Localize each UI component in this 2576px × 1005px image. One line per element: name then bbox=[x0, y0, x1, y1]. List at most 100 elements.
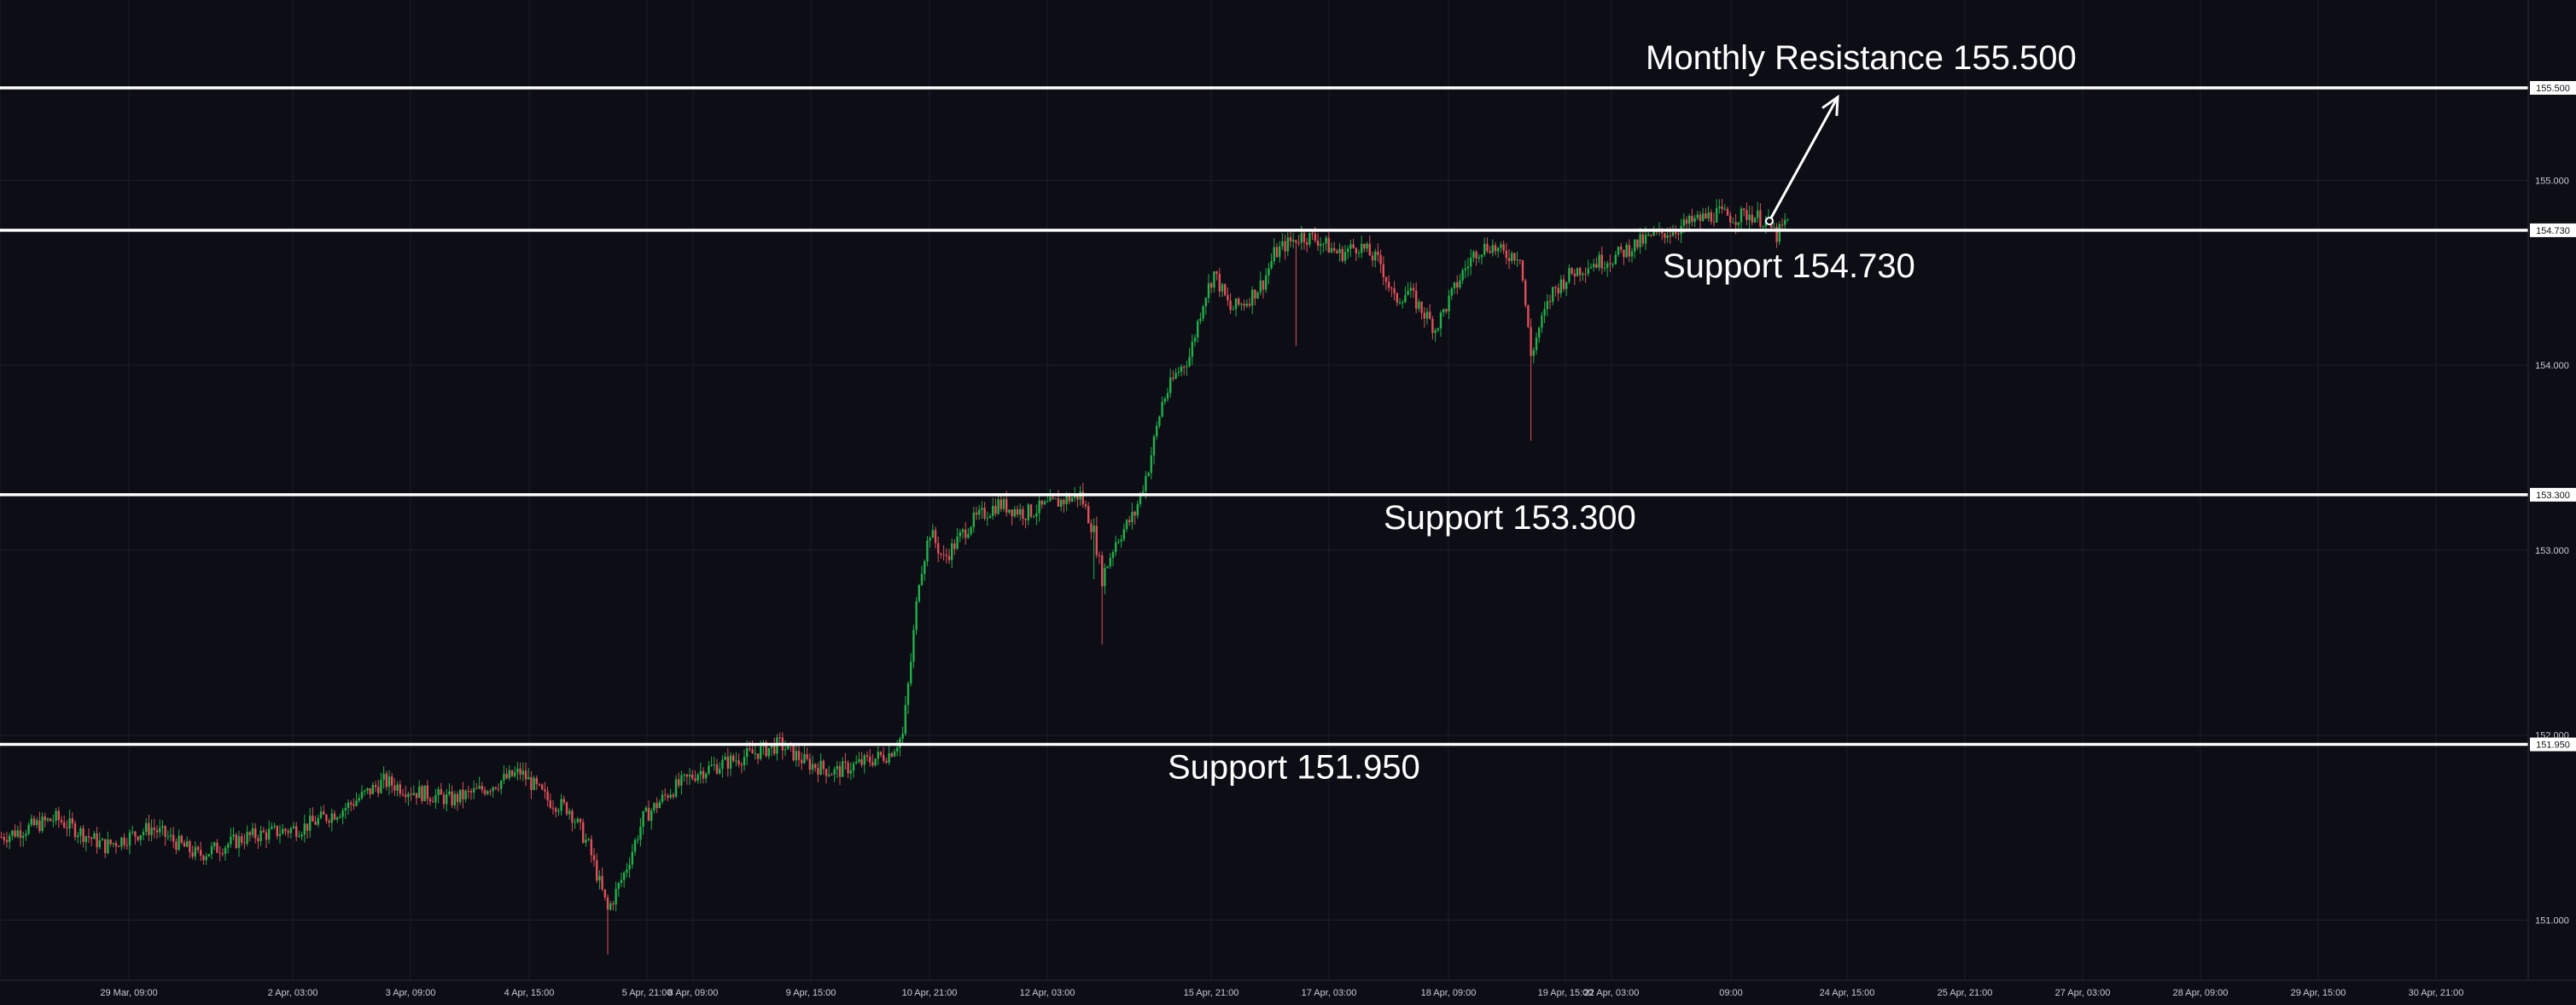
candle-body bbox=[1027, 504, 1029, 520]
projection-arrow-head[interactable] bbox=[1821, 94, 1839, 116]
candle-body bbox=[230, 836, 232, 845]
candle-body bbox=[953, 543, 956, 549]
candle-body bbox=[1466, 266, 1470, 269]
candle-body bbox=[1224, 284, 1227, 295]
candle-body bbox=[1338, 248, 1341, 253]
candle-body bbox=[637, 839, 639, 841]
candle-body bbox=[382, 773, 385, 781]
candle-body bbox=[603, 889, 606, 898]
candle-body bbox=[265, 832, 268, 840]
candle-body bbox=[858, 758, 860, 763]
candle-body bbox=[967, 533, 970, 538]
candle-body bbox=[178, 835, 180, 851]
candle-body bbox=[1106, 566, 1109, 568]
candle-body bbox=[519, 768, 522, 775]
candle-body bbox=[1740, 208, 1743, 223]
candle-body bbox=[155, 829, 159, 833]
candle-body bbox=[560, 799, 562, 811]
candle-body bbox=[1139, 492, 1142, 504]
candle-body bbox=[1286, 237, 1289, 252]
candle-body bbox=[432, 801, 434, 803]
candle-body bbox=[1161, 402, 1163, 417]
candle-body bbox=[224, 847, 227, 854]
candle-body bbox=[1029, 504, 1033, 517]
candle-body bbox=[751, 749, 754, 754]
candle-body bbox=[1325, 237, 1327, 244]
candle-body bbox=[1762, 226, 1764, 228]
candle-body bbox=[565, 802, 568, 815]
candle-body bbox=[1193, 337, 1197, 342]
candle-body bbox=[658, 801, 661, 809]
candle-body bbox=[1352, 244, 1355, 248]
candle-body bbox=[71, 818, 73, 824]
candle-body bbox=[587, 839, 590, 840]
candle-body bbox=[1341, 248, 1343, 261]
projection-arrow-shaft[interactable] bbox=[1768, 96, 1839, 222]
candle-body bbox=[278, 834, 282, 836]
candle-body bbox=[1450, 288, 1453, 296]
projection-arrow-anchor[interactable] bbox=[1765, 217, 1774, 226]
time-tick-label: 29 Apr, 15:00 bbox=[2291, 988, 2346, 998]
candle-body bbox=[0, 836, 3, 838]
candle-body bbox=[1183, 366, 1186, 368]
candle-body bbox=[1494, 245, 1497, 252]
candle-body bbox=[1120, 539, 1122, 542]
candle-body bbox=[724, 756, 726, 760]
candle-body bbox=[1289, 237, 1292, 242]
candle-body bbox=[1505, 250, 1507, 259]
candle-body bbox=[680, 775, 683, 786]
candle-body bbox=[489, 791, 492, 793]
level-price-tag-label: 155.500 bbox=[2536, 84, 2570, 94]
horizontal-levels[interactable] bbox=[0, 86, 2528, 746]
candle-body bbox=[63, 822, 66, 828]
candle-body bbox=[1486, 243, 1489, 252]
candle-body bbox=[401, 793, 405, 795]
candle-body bbox=[237, 836, 241, 848]
candle-body bbox=[109, 839, 112, 845]
candle-body bbox=[1434, 330, 1437, 334]
candle-body bbox=[1600, 254, 1603, 269]
candle-body bbox=[254, 828, 257, 839]
candle-body bbox=[1251, 289, 1254, 306]
candle-body bbox=[437, 789, 440, 796]
candle-body bbox=[1737, 222, 1740, 225]
projection-arrow[interactable] bbox=[1765, 94, 1839, 226]
candle-body bbox=[1685, 219, 1688, 224]
candle-body bbox=[423, 785, 426, 802]
candle-body bbox=[888, 752, 890, 763]
candle-body bbox=[1415, 290, 1418, 309]
candle-body bbox=[1259, 280, 1262, 293]
candle-body bbox=[592, 855, 596, 861]
candle-body bbox=[749, 748, 751, 750]
level-price-tag-label: 151.950 bbox=[2536, 741, 2570, 751]
candle-body bbox=[1070, 497, 1074, 502]
candle-body bbox=[150, 828, 153, 835]
candle-body bbox=[1620, 247, 1623, 250]
candle-body bbox=[1691, 216, 1693, 223]
candle-body bbox=[276, 825, 278, 836]
candle-body bbox=[576, 818, 579, 822]
candle-body bbox=[997, 499, 1000, 514]
candle-body bbox=[369, 787, 371, 794]
candle-body bbox=[1284, 241, 1286, 252]
candle-body bbox=[1448, 295, 1450, 312]
candle-body bbox=[978, 509, 981, 515]
level-price-tag bbox=[2530, 487, 2576, 502]
candle-body bbox=[672, 794, 674, 797]
candle-body bbox=[1240, 304, 1243, 305]
candle-body bbox=[475, 788, 478, 790]
candle-body bbox=[830, 774, 833, 776]
candle-body bbox=[1303, 233, 1306, 243]
candle-body bbox=[568, 810, 571, 815]
candle-body bbox=[339, 816, 341, 818]
candle-body bbox=[1384, 276, 1388, 282]
candle-body bbox=[1718, 206, 1721, 209]
candle-body bbox=[1617, 247, 1620, 255]
candle-body bbox=[1557, 288, 1559, 293]
candle-body bbox=[585, 839, 587, 843]
candle-body bbox=[792, 744, 795, 761]
candle-body bbox=[200, 850, 202, 857]
